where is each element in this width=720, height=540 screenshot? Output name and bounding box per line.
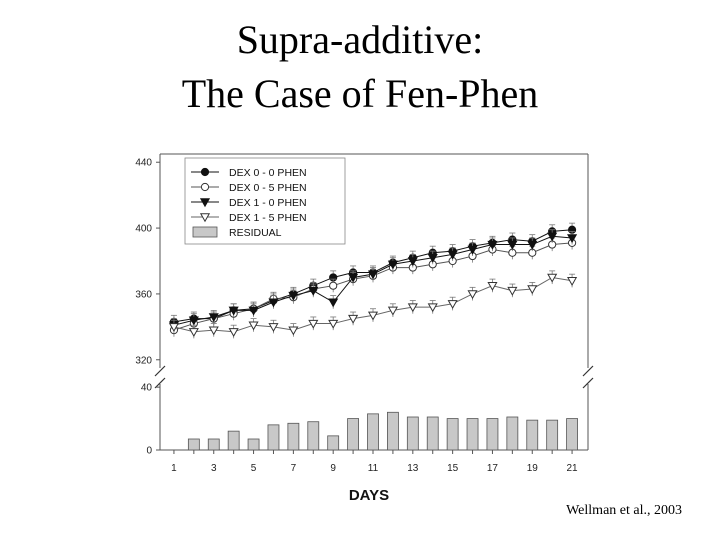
data-point-3 [427, 254, 438, 263]
x-tick-label: 9 [330, 463, 336, 474]
upper-y-tick-label: 320 [135, 355, 152, 366]
data-point-3 [328, 298, 339, 308]
x-tick-label: 13 [407, 463, 419, 474]
data-point-4 [407, 303, 418, 313]
data-point-4 [507, 286, 518, 296]
data-point-3 [308, 286, 319, 296]
x-tick-label: 15 [447, 463, 459, 474]
residual-bar [347, 418, 359, 451]
legend-marker [200, 182, 210, 192]
data-point-3 [268, 298, 279, 308]
data-point-4 [547, 273, 558, 283]
data-point-4 [308, 319, 319, 329]
x-tick-label: 7 [291, 463, 297, 474]
residual-bar [426, 416, 439, 451]
residual-bar [367, 413, 379, 451]
data-point-4 [367, 311, 379, 321]
x-axis-title: DAYS [349, 487, 389, 504]
data-point-3 [467, 245, 478, 255]
citation: Wellman et al., 2003 [566, 503, 682, 518]
data-point-4 [447, 300, 458, 310]
data-point-3 [407, 257, 418, 267]
x-tick-label: 21 [567, 463, 579, 474]
upper-y-tick-label: 360 [135, 289, 152, 300]
lower-y-tick-label: 40 [141, 383, 153, 394]
data-point-3 [567, 234, 578, 244]
legend-label: DEX 0 - 0 PHEN [229, 167, 307, 179]
lower-y-tick-label: 0 [146, 446, 152, 457]
residual-bar [566, 418, 578, 451]
axis-break-right-lower [582, 377, 594, 389]
data-point-4 [348, 314, 359, 324]
data-point-4 [168, 323, 179, 333]
residual-bar [526, 419, 539, 451]
residual-bar [227, 430, 240, 451]
upper-y-tick-label: 440 [135, 158, 152, 169]
legend-residual-swatch [192, 226, 218, 238]
data-point-3 [228, 306, 239, 316]
data-point-3 [288, 291, 299, 301]
residual-bar [546, 419, 559, 451]
x-tick-label: 11 [368, 463, 379, 474]
upper-y-tick-label: 400 [135, 224, 152, 235]
axis-break-left-upper [154, 365, 166, 377]
data-point-3 [367, 270, 379, 280]
data-point-4 [427, 303, 438, 313]
legend-label: DEX 0 - 5 PHEN [229, 182, 307, 194]
data-point-3 [248, 306, 259, 316]
data-point-4 [567, 277, 578, 286]
data-point-3 [507, 240, 518, 250]
residual-bar [207, 438, 220, 451]
data-point-2 [329, 281, 338, 290]
legend-label: RESIDUAL [229, 227, 282, 239]
data-point-4 [288, 326, 299, 336]
residual-bar [267, 424, 280, 451]
slide-title-line2: The Case of Fen-Phen [181, 71, 539, 116]
data-point-4 [487, 281, 498, 291]
data-point-3 [387, 260, 398, 270]
data-point-4 [387, 306, 398, 316]
residual-bar [406, 416, 419, 451]
x-tick-label: 5 [251, 463, 257, 474]
data-point-3 [447, 250, 458, 260]
data-point-3 [348, 273, 359, 283]
x-tick-label: 17 [487, 463, 499, 474]
data-point-3 [527, 240, 538, 250]
legend-marker [200, 167, 210, 177]
residual-bar [446, 418, 459, 451]
legend-marker [199, 213, 211, 223]
data-point-4 [248, 321, 259, 331]
axis-break-left-lower [154, 377, 166, 389]
x-tick-label: 1 [171, 463, 177, 474]
residual-bar [307, 421, 320, 451]
data-point-3 [208, 313, 219, 323]
data-point-4 [527, 285, 538, 295]
residual-bar [387, 411, 399, 451]
data-point-4 [208, 326, 219, 336]
data-point-3 [547, 232, 558, 242]
residual-bar [327, 435, 340, 451]
legend-label: DEX 1 - 5 PHEN [229, 212, 307, 224]
data-point-4 [467, 290, 478, 300]
legend-label: DEX 1 - 0 PHEN [229, 197, 307, 209]
slide-title-line1: Supra-additive: [236, 17, 484, 62]
legend-marker [199, 198, 211, 208]
residual-bar [506, 416, 519, 451]
data-point-4 [268, 323, 279, 333]
residual-bar [466, 418, 479, 451]
x-tick-label: 19 [527, 463, 539, 474]
residual-bar [287, 422, 300, 451]
x-tick-label: 3 [211, 463, 217, 474]
data-point-4 [328, 319, 339, 329]
residual-bar [187, 438, 200, 451]
data-point-3 [188, 316, 199, 326]
residual-bar [486, 418, 499, 451]
residual-bar [247, 438, 260, 451]
data-point-3 [487, 240, 498, 250]
data-point-4 [228, 328, 239, 337]
data-point-4 [188, 328, 199, 337]
axis-break-right-upper [582, 365, 594, 377]
